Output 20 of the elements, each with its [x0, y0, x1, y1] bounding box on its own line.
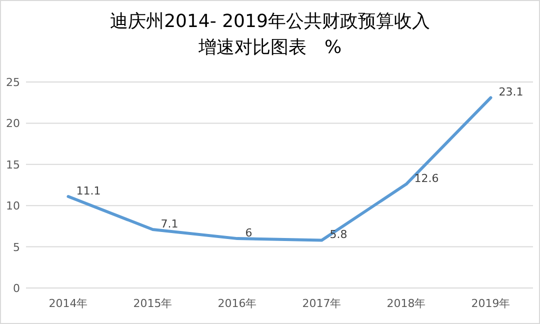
data-label: 6: [245, 226, 252, 240]
y-tick-label: 20: [6, 117, 20, 130]
x-tick-label: 2015年: [133, 297, 172, 310]
data-label: 7.1: [160, 217, 178, 230]
data-label: 5.8: [330, 228, 348, 242]
data-label: 23.1: [498, 86, 524, 99]
x-tick-label: 2018年: [386, 297, 426, 310]
x-tick-label: 2017年: [302, 297, 342, 310]
y-tick-label: 5: [13, 240, 20, 254]
data-label: 11.1: [76, 184, 101, 198]
y-tick-label: 15: [6, 158, 20, 172]
y-tick-label: 25: [6, 76, 20, 89]
x-tick-label: 2014年: [48, 297, 88, 310]
chart-title: 迪庆州2014- 2019年公共财政预算收入增速对比图表 %: [109, 10, 431, 60]
data-label: 12.6: [414, 172, 439, 186]
line-series: [66, 96, 492, 242]
y-tick-label: 0: [13, 282, 20, 295]
x-tick-label: 2016年: [218, 297, 257, 310]
y-tick-label: 10: [6, 200, 20, 213]
x-tick-label: 2019年: [471, 297, 510, 310]
